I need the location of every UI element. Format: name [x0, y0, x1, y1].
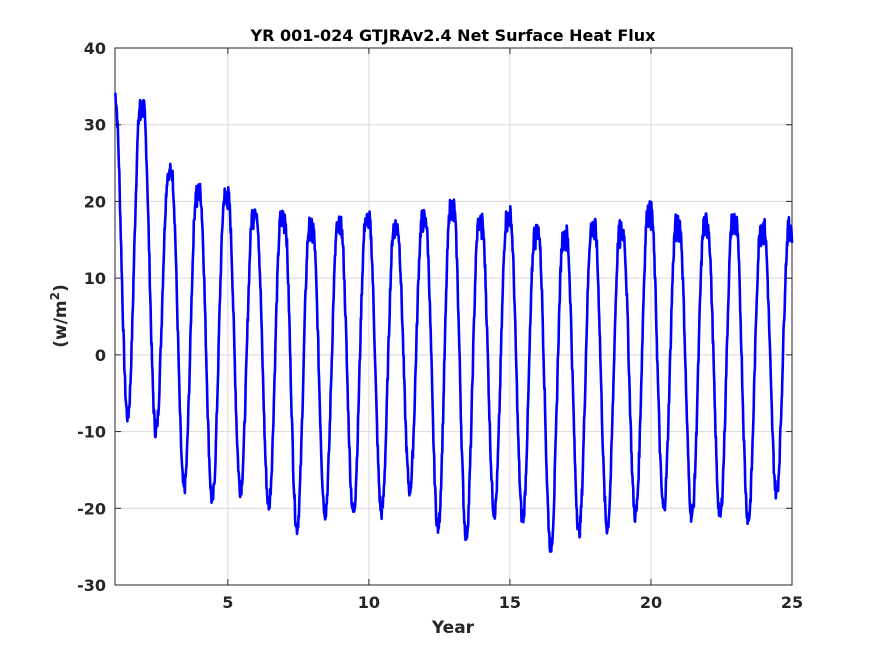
y-tick-label: -10: [77, 423, 106, 442]
series-line: [113, 92, 794, 553]
axis-ticks: [115, 47, 793, 586]
y-tick-label: 40: [84, 39, 106, 58]
y-axis-title-close: ): [51, 284, 71, 292]
y-axis-title-superscript: 2: [48, 292, 62, 300]
y-tick-label: 0: [95, 346, 106, 365]
y-axis-title-main: (w/m: [51, 300, 71, 347]
y-tick-label: 30: [84, 116, 106, 135]
x-tick-label: 20: [640, 593, 662, 612]
x-tick-label: 5: [222, 593, 233, 612]
x-axis-title: Year: [431, 618, 475, 638]
plot-area: [114, 47, 793, 586]
y-tick-label: 20: [84, 192, 106, 211]
chart-title: YR 001-024 GTJRAv2.4 Net Surface Heat Fl…: [250, 26, 657, 45]
y-tick-label: 10: [84, 269, 106, 288]
x-tick-label: 15: [499, 593, 521, 612]
y-axis-title: (w/m2): [48, 284, 71, 348]
y-tick-label: -30: [77, 576, 106, 595]
x-tick-label: 25: [781, 593, 803, 612]
y-tick-label: -20: [77, 499, 106, 518]
x-tick-label: 10: [358, 593, 380, 612]
tick-labels: 5 10 15 20 25 -30 -20 -10 0 10 20 30 40: [77, 39, 803, 612]
